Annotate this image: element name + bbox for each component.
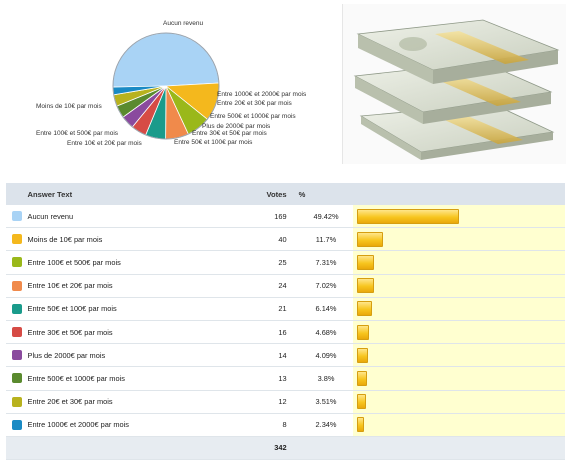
answer-text: Entre 10€ et 20€ par mois <box>27 274 221 298</box>
vote-percent: 2.34% <box>298 413 354 437</box>
table-row: Entre 100€ et 500€ par mois 25 7.31% <box>6 250 565 275</box>
vote-count: 14 <box>220 343 299 368</box>
table-header: Answer Text Votes % <box>6 183 565 205</box>
percent-bar <box>357 231 384 247</box>
vote-percent: 4.09% <box>298 343 354 368</box>
answer-text: Entre 100€ et 500€ par mois <box>27 250 221 275</box>
answer-text: Aucun revenu <box>27 205 221 229</box>
vote-percent: 7.02% <box>298 274 354 298</box>
money-stack-illustration <box>353 19 560 160</box>
pie-label: Entre 100€ et 500€ par mois <box>36 130 119 137</box>
legend-swatch <box>11 396 22 407</box>
vote-percent: 4.68% <box>298 320 354 345</box>
percent-bar <box>357 324 369 340</box>
vote-percent: 11.7% <box>298 227 354 252</box>
vote-count: 16 <box>220 320 299 345</box>
answer-text: Moins de 10€ par mois <box>27 227 221 252</box>
top-panel: Aucun revenu Moins de 10€ par mois Entre… <box>6 4 566 164</box>
percent-bar <box>357 394 367 410</box>
legend-swatch <box>11 303 22 314</box>
pie-label: Entre 10€ et 20€ par mois <box>67 140 142 147</box>
legend-swatch <box>11 373 22 384</box>
table-row: Entre 1000€ et 2000€ par mois 8 2.34% <box>6 413 565 437</box>
percent-bar <box>357 417 365 433</box>
table-row: Entre 500€ et 1000€ par mois 13 3.8% <box>6 366 565 391</box>
answer-text: Entre 20€ et 30€ par mois <box>27 390 221 414</box>
answer-text: Entre 50€ et 100€ par mois <box>27 297 221 321</box>
vote-count: 13 <box>220 366 299 391</box>
table-row: Entre 30€ et 50€ par mois 16 4.68% <box>6 320 565 345</box>
percent-header: % <box>298 183 354 205</box>
pie-label: Entre 50€ et 100€ par mois <box>174 139 253 146</box>
percent-bar <box>357 347 368 363</box>
percent-bar <box>357 370 368 386</box>
table-row: Entre 20€ et 30€ par mois 12 3.51% <box>6 390 565 414</box>
answer-text: Plus de 2000€ par mois <box>27 343 221 368</box>
vote-percent: 49.42% <box>298 205 354 229</box>
pie-slice <box>112 32 220 88</box>
pie-label: Entre 500€ et 1000€ par mois <box>210 113 296 120</box>
money-stack-middle <box>353 61 553 124</box>
vote-count: 40 <box>220 227 299 252</box>
table-row: Entre 10€ et 20€ par mois 24 7.02% <box>6 274 565 298</box>
votes-header: Votes <box>220 183 299 205</box>
legend-swatch <box>11 350 22 361</box>
vote-percent: 6.14% <box>298 297 354 321</box>
pie-label: Entre 20€ et 30€ par mois <box>217 100 292 107</box>
percent-bar <box>357 208 460 224</box>
legend-swatch <box>11 280 22 291</box>
pie-outline <box>112 32 220 140</box>
legend-swatch <box>11 327 22 338</box>
money-stack-top <box>356 19 560 84</box>
pie-label: Moins de 10€ par mois <box>36 103 102 110</box>
legend-swatch <box>11 234 22 245</box>
percent-bar <box>357 301 372 317</box>
percent-bar <box>357 278 374 294</box>
answer-text: Entre 500€ et 1000€ par mois <box>27 366 221 391</box>
table-row: Aucun revenu 169 49.42% <box>6 205 565 229</box>
pie-label: Aucun revenu <box>163 20 204 27</box>
vote-percent: 3.51% <box>298 390 354 414</box>
vote-count: 25 <box>220 250 299 275</box>
pie-label: Plus de 2000€ par mois <box>202 123 271 130</box>
pie-label: Entre 1000€ et 2000€ par mois <box>217 91 307 98</box>
table-row: Plus de 2000€ par mois 14 4.09% <box>6 343 565 368</box>
legend-swatch <box>11 419 22 430</box>
vote-count: 8 <box>220 413 299 437</box>
vote-count: 21 <box>220 297 299 321</box>
vote-percent: 7.31% <box>298 250 354 275</box>
pie-chart-panel: Aucun revenu Moins de 10€ par mois Entre… <box>6 4 341 164</box>
vote-count: 24 <box>220 274 299 298</box>
vote-percent: 3.8% <box>298 366 354 391</box>
answer-text-header: Answer Text <box>27 183 221 205</box>
percent-bar <box>357 254 375 270</box>
table-row: Entre 50€ et 100€ par mois 21 6.14% <box>6 297 565 321</box>
poll-results-table: Answer Text Votes % Aucun revenu 169 49.42… <box>6 183 565 460</box>
pie-label: Entre 30€ et 50€ par mois <box>192 130 267 137</box>
legend-swatch <box>11 257 22 268</box>
total-row: 342 <box>6 436 565 460</box>
legend-swatch <box>11 211 22 222</box>
vote-count: 169 <box>220 205 299 229</box>
pie-chart <box>112 32 220 140</box>
total-votes: 342 <box>220 436 299 460</box>
table-row: Moins de 10€ par mois 40 11.7% <box>6 227 565 252</box>
money-stack-image <box>342 4 566 164</box>
answer-text: Entre 1000€ et 2000€ par mois <box>27 413 221 437</box>
answer-text: Entre 30€ et 50€ par mois <box>27 320 221 345</box>
vote-count: 12 <box>220 390 299 414</box>
